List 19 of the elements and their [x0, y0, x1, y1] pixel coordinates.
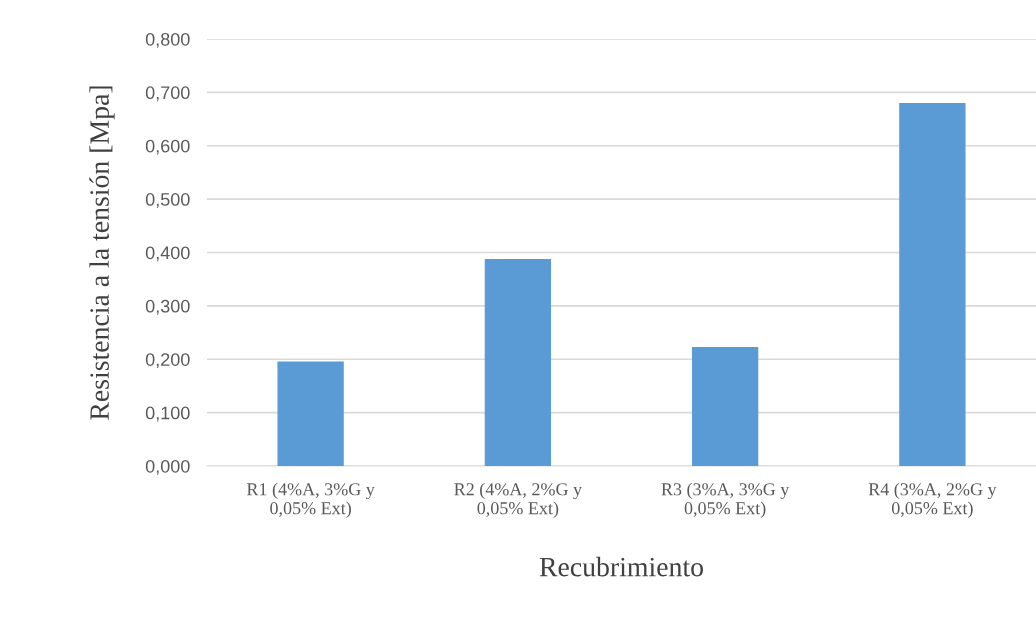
x-tick-label: R4 (3%A, 2%G y 0,05% Ext) [868, 482, 997, 518]
y-axis-title: Resistencia a la tensión [Mpa] [89, 86, 115, 420]
y-tick-label: 0,100 [145, 406, 190, 422]
y-tick-label: 0,200 [145, 353, 190, 369]
y-tick-label: 0,700 [145, 86, 190, 102]
bar [899, 103, 966, 466]
y-tick-label: 0,400 [145, 246, 190, 262]
x-tick-label: R3 (3%A, 3%G y 0,05% Ext) [661, 482, 790, 518]
x-tick-label: R2 (4%A, 2%G y 0,05% Ext) [454, 482, 582, 518]
y-tick-label: 0,300 [145, 299, 190, 315]
y-tick-label: 0,600 [145, 139, 190, 155]
x-axis-title: Recubrimiento [539, 556, 703, 577]
bar [691, 346, 759, 466]
x-tick-label: R1 (4%A, 3%G y 0,05% Ext) [246, 482, 375, 518]
y-tick-label: 0,000 [145, 459, 190, 475]
bar [277, 361, 344, 466]
bar [484, 258, 552, 466]
y-tick-label: 0,500 [145, 193, 190, 208]
y-tick-label: 0,800 [145, 32, 190, 48]
